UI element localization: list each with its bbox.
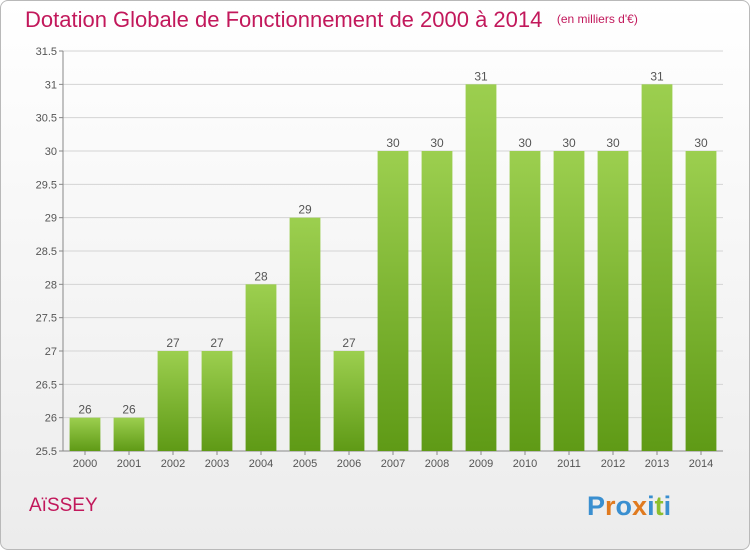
y-tick-label: 29 [45,213,57,225]
y-tick-label: 30 [45,146,57,158]
x-tick-label: 2002 [161,458,185,470]
x-tick-label: 2006 [337,458,361,470]
data-label-2000: 26 [78,403,92,417]
bar-2000 [69,417,101,451]
labels: 25.5 26 26.5 27 27.5 28 28.5 29 29.5 30 30.5 31 31.5… [36,46,714,470]
data-label-2010: 30 [518,136,532,150]
chart-subtitle: (en milliers d'€) [556,12,638,26]
proxiti-logo: Proxiti [587,491,671,522]
data-label-2001: 26 [122,403,136,417]
y-tick-label: 28.5 [36,246,57,258]
x-tick-label: 2008 [425,458,449,470]
x-tick-label: 2014 [689,458,713,470]
logo-letter: t [654,491,664,521]
bar-2001 [113,417,145,451]
x-tick-label: 2010 [513,458,537,470]
y-tick-label: 27.5 [36,313,57,325]
logo-letter: x [632,491,648,521]
x-tick-label: 2005 [293,458,317,470]
logo-letter: i [647,491,655,521]
bar-2012 [597,151,629,451]
x-tick-label: 2004 [249,458,273,470]
logo-letter: P [587,491,606,521]
title-row: Dotation Globale de Fonctionnement de 20… [25,7,638,33]
x-tick-label: 2001 [117,458,141,470]
bar-2004 [245,284,277,451]
bar-2009 [465,84,497,451]
bar-2011 [553,151,585,451]
bars [69,84,717,451]
x-tick-label: 2007 [381,458,405,470]
chart-title: Dotation Globale de Fonctionnement de 20… [25,7,543,32]
bar-2014 [685,151,717,451]
y-tick-label: 27 [45,346,57,358]
data-label-2006: 27 [342,336,356,350]
y-tick-label: 31.5 [36,46,57,58]
data-label-2004: 28 [254,269,268,283]
data-label-2007: 30 [386,136,400,150]
data-label-2008: 30 [430,136,444,150]
data-label-2014: 30 [694,136,708,150]
x-tick-label: 2011 [557,458,581,470]
y-tick-label: 26 [45,413,57,425]
x-tick-label: 2013 [645,458,669,470]
x-tick-label: 2000 [73,458,97,470]
x-tick-label: 2009 [469,458,493,470]
logo-letter: r [605,491,616,521]
bar-2006 [333,351,365,451]
x-tick-label: 2003 [205,458,229,470]
bar-2013 [641,84,673,451]
data-label-2011: 30 [562,136,576,150]
bar-2005 [289,217,321,451]
data-label-2005: 29 [298,203,312,217]
y-tick-label: 28 [45,279,57,291]
data-label-2009: 31 [474,69,488,83]
data-label-2003: 27 [210,336,224,350]
data-label-2012: 30 [606,136,620,150]
y-tick-label: 31 [45,79,57,91]
bar-2010 [509,151,541,451]
data-label-2002: 27 [166,336,180,350]
logo-letter: o [615,491,633,521]
commune-name: AïSSEY [29,495,98,516]
bar-2008 [421,151,453,451]
data-label-2013: 31 [650,69,664,83]
bar-2003 [201,351,233,451]
y-tick-label: 26.5 [36,379,57,391]
logo-letter: i [663,491,672,521]
x-tick-label: 2012 [601,458,625,470]
y-tick-label: 29.5 [36,179,57,191]
y-tick-label: 30.5 [36,113,57,125]
bar-2007 [377,151,409,451]
bar-2002 [157,351,189,451]
y-tick-label: 25.5 [36,446,57,458]
